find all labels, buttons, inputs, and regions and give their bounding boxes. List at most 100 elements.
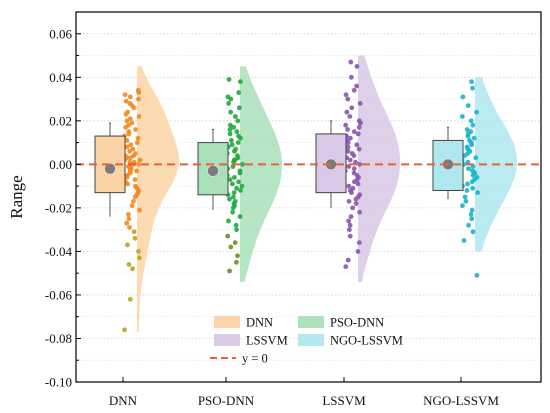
data-point <box>355 131 361 137</box>
data-point <box>474 109 479 115</box>
data-point <box>357 209 362 215</box>
y-tick-label: 0.06 <box>49 26 72 41</box>
data-point <box>124 118 130 124</box>
data-point <box>234 129 240 135</box>
legend-swatch-pso-dnn <box>298 316 324 328</box>
data-point <box>134 168 140 174</box>
data-point <box>123 98 129 104</box>
data-point <box>350 205 356 211</box>
data-point <box>354 142 360 148</box>
legend-swatch-ngo-lssvm <box>298 334 324 346</box>
data-point <box>475 190 481 196</box>
data-point <box>346 183 352 189</box>
data-point <box>469 179 475 185</box>
data-point <box>132 194 138 200</box>
data-point <box>357 101 363 106</box>
data-point <box>238 135 243 141</box>
data-point <box>471 135 477 141</box>
y-tick-label: -0.04 <box>45 244 73 259</box>
data-point <box>349 105 355 111</box>
data-point <box>136 249 141 254</box>
data-point <box>136 96 141 102</box>
data-point <box>125 212 131 217</box>
data-point <box>136 90 142 95</box>
data-point <box>135 135 141 141</box>
data-point <box>473 155 479 161</box>
data-point <box>470 229 476 235</box>
data-point <box>227 268 232 274</box>
data-point <box>470 172 476 178</box>
data-point <box>348 59 354 65</box>
data-point <box>349 190 354 196</box>
data-point <box>128 155 133 161</box>
data-point <box>129 120 135 126</box>
data-point <box>348 74 354 80</box>
density-cloud-pso-dnn <box>240 66 282 282</box>
y-tick-label: -0.06 <box>45 287 73 302</box>
x-tick-label: PSO-DNN <box>198 393 255 408</box>
legend-label: NGO-LSSVM <box>330 334 403 348</box>
data-point <box>355 181 361 187</box>
y-tick-label: -0.08 <box>45 331 72 346</box>
data-point <box>345 257 351 263</box>
data-point <box>459 114 465 119</box>
data-point <box>469 216 475 222</box>
data-point <box>131 105 137 111</box>
data-point <box>345 148 351 154</box>
data-point <box>464 127 470 132</box>
plot-frame <box>75 11 542 383</box>
data-point <box>123 111 129 117</box>
legend-label: PSO-DNN <box>330 316 384 330</box>
data-point <box>236 90 242 95</box>
data-point <box>124 220 130 226</box>
data-point <box>124 175 130 180</box>
mean-marker <box>207 165 219 177</box>
legend: DNN PSO-DNN LSSVM NGO-LSSVM y = 0 <box>210 316 403 366</box>
data-point <box>227 177 233 182</box>
data-point <box>347 227 352 233</box>
data-point <box>131 229 137 235</box>
data-point <box>227 196 232 202</box>
data-point <box>234 185 240 191</box>
data-point <box>353 201 359 206</box>
data-point <box>346 218 351 224</box>
data-point <box>466 166 471 172</box>
data-point <box>347 114 353 119</box>
data-point <box>460 94 466 100</box>
data-point <box>465 103 471 108</box>
data-point <box>464 188 470 193</box>
data-point <box>468 212 474 217</box>
data-point <box>470 185 476 191</box>
data-point <box>354 64 360 69</box>
data-point <box>346 198 352 204</box>
data-point <box>235 140 241 145</box>
data-point <box>226 101 232 106</box>
data-point <box>122 92 128 98</box>
data-point <box>234 259 239 265</box>
data-point <box>229 181 235 187</box>
data-point <box>233 222 239 228</box>
data-point <box>343 264 349 270</box>
data-point <box>127 148 133 154</box>
data-point <box>469 207 475 213</box>
data-point <box>235 118 241 124</box>
data-point <box>343 122 349 128</box>
data-point <box>134 140 140 145</box>
y-axis: 0.06 0.04 0.02 0.00 -0.02 -0.04 -0.06 -0.08 -0.1… <box>45 26 81 390</box>
data-point <box>345 96 351 102</box>
data-point <box>356 124 362 130</box>
data-point <box>354 83 360 89</box>
data-point <box>468 118 474 124</box>
legend-label: LSSVM <box>246 334 288 348</box>
data-point <box>130 266 135 272</box>
data-point <box>236 105 242 111</box>
x-tick-label: DNN <box>109 393 138 408</box>
x-tick-label: LSSVM <box>322 393 366 408</box>
data-point <box>351 129 357 135</box>
data-point <box>351 166 357 172</box>
data-point <box>234 227 239 233</box>
data-point <box>227 131 233 137</box>
data-point <box>228 244 234 250</box>
